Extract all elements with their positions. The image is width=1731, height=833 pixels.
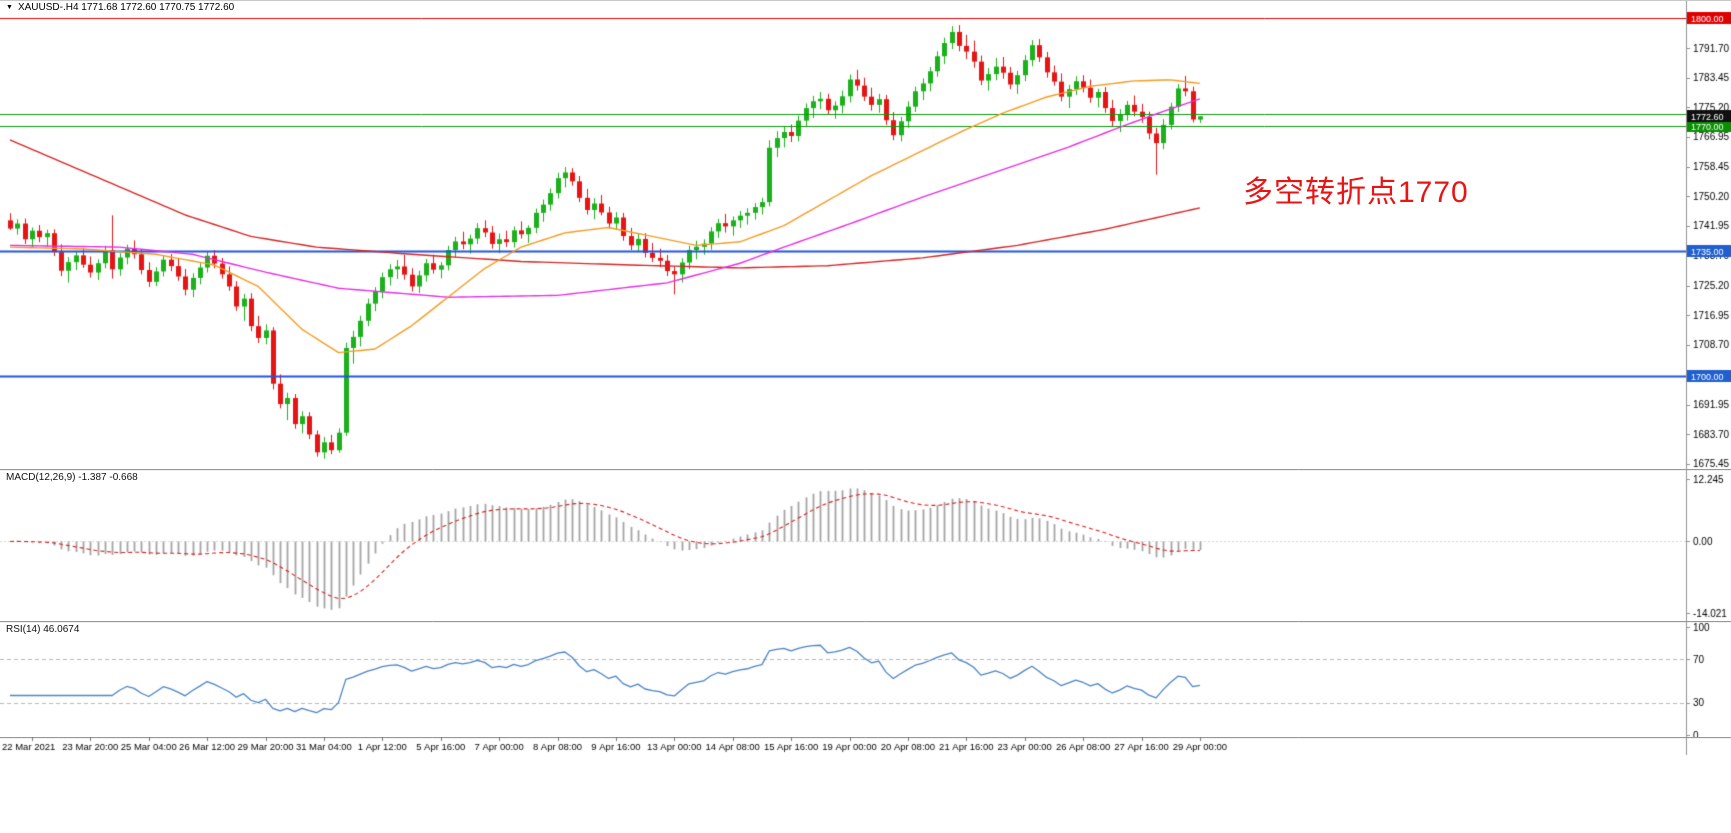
macd-indicator-label: MACD(12,26,9) -1.387 -0.668	[6, 472, 138, 483]
ohlc-readout: ▼ XAUUSD-.H4 1771.68 1772.60 1770.75 177…	[6, 2, 234, 13]
rsi-indicator-label: RSI(14) 46.0674	[6, 624, 80, 635]
rsi-indicator-canvas[interactable]	[0, 621, 1731, 737]
symbol-menu-icon: ▼	[6, 3, 13, 11]
macd-indicator-canvas[interactable]	[0, 469, 1731, 621]
symbol-ohlc-text: XAUUSD-.H4 1771.68 1772.60 1770.75 1772.…	[17, 2, 235, 13]
main-price-chart-canvas[interactable]	[0, 1, 1731, 469]
time-axis-canvas[interactable]	[0, 737, 1731, 833]
price-annotation-text[interactable]: 多空转折点1770	[1243, 176, 1469, 209]
